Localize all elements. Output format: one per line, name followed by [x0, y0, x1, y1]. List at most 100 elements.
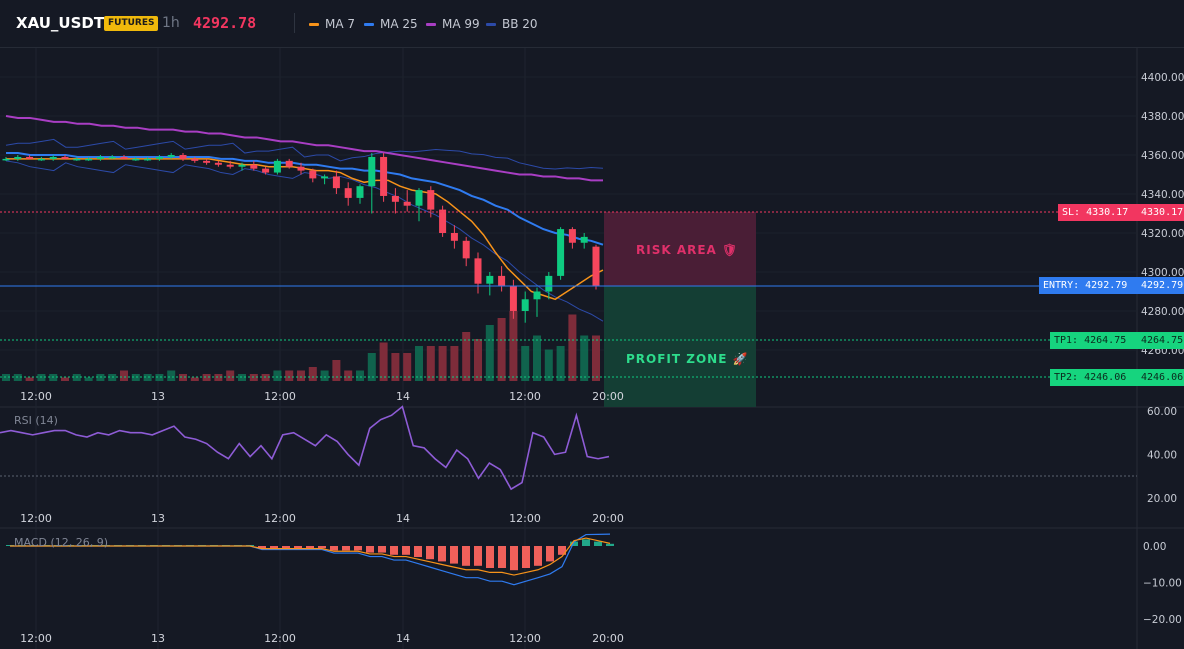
time-tick-label: 12:00	[509, 632, 541, 645]
time-tick-label: 12:00	[509, 512, 541, 525]
header-divider	[294, 13, 295, 33]
legend-swatch-icon	[426, 22, 436, 26]
candle-body	[120, 156, 128, 159]
candle-body	[474, 258, 482, 284]
candle-body	[332, 176, 340, 189]
macd-hist-bar	[606, 543, 614, 546]
volume-bar	[143, 374, 152, 381]
candle-body	[557, 229, 565, 276]
candle-body	[391, 195, 399, 202]
volume-bar	[190, 377, 199, 381]
volume-bar	[391, 353, 400, 381]
candle-body	[486, 275, 494, 284]
macd-hist-bar	[474, 546, 482, 566]
candle-body	[262, 168, 270, 173]
candle-body	[26, 156, 34, 159]
time-tick-label: 12:00	[509, 390, 541, 403]
macd-hist-bar	[462, 546, 470, 566]
legend-label: BB 20	[502, 17, 538, 31]
entry-axis-tag: 4292.79	[1137, 277, 1184, 294]
volume-bar	[226, 370, 235, 381]
candle-body	[509, 285, 517, 311]
take-profit-2-tag[interactable]: TP2: 4246.06	[1050, 369, 1137, 386]
candle-body	[179, 155, 187, 159]
macd-hist-bar	[510, 546, 518, 571]
macd-histogram	[6, 533, 614, 586]
volume-bar	[320, 370, 329, 381]
candle-body	[132, 158, 140, 161]
volume-bar	[426, 346, 435, 381]
volume-bar	[297, 370, 305, 381]
volume-bar	[462, 332, 471, 381]
rsi-line	[0, 405, 610, 491]
volume-bar	[592, 335, 600, 381]
volume-bar	[485, 325, 494, 381]
macd-hist-bar	[450, 546, 458, 564]
volume-bar	[497, 318, 506, 381]
chart-header: XAU_USDT FUTURES 1h 4292.78 MA 7 MA 25 M…	[0, 0, 1184, 48]
bb-upper-line	[5, 138, 604, 170]
macd-hist-bar	[558, 546, 566, 555]
volume-bar	[273, 370, 282, 381]
profit-zone-label: PROFIT ZONE 🚀	[626, 352, 749, 366]
macd-tick-label: 0.00	[1143, 541, 1166, 553]
macd-hist-bar	[402, 546, 410, 555]
time-tick-label: 12:00	[264, 632, 296, 645]
macd-title[interactable]: MACD (12, 26, 9)	[14, 536, 109, 549]
time-tick-label: 14	[396, 632, 410, 645]
volume-bar	[438, 346, 447, 381]
take-profit-1-tag[interactable]: TP1: 4264.75	[1050, 332, 1137, 349]
candle-body	[592, 246, 600, 286]
candle-body	[521, 299, 529, 311]
macd-hist-bar	[306, 546, 314, 549]
candle-body	[545, 275, 553, 292]
macd-hist-bar	[522, 546, 530, 568]
volume-bar	[450, 346, 459, 381]
macd-tick-label: −10.00	[1143, 578, 1182, 590]
legend-label: MA 7	[325, 17, 356, 31]
interval-selector[interactable]: 1h	[162, 15, 180, 31]
macd-hist-bar	[438, 546, 446, 562]
candle-body	[49, 156, 57, 159]
macd-hist-bar	[486, 546, 494, 568]
candle-body	[2, 158, 10, 161]
legend-ma7[interactable]: MA 7	[309, 16, 355, 32]
candle-body	[533, 291, 541, 300]
time-axis[interactable]: 12:00 13 12:00 14 12:00 20:00 12:00 13 12:00 14 12…	[20, 390, 624, 645]
legend-swatch-icon	[486, 22, 496, 26]
candle-body	[226, 164, 234, 167]
macd-hist-bar	[582, 539, 590, 546]
macd-hist-bar	[330, 546, 338, 551]
legend-bb20[interactable]: BB 20	[486, 16, 538, 32]
volume-bar	[131, 374, 140, 381]
volume-bar	[214, 374, 223, 381]
candle-body	[108, 156, 116, 159]
candle-body	[167, 155, 175, 157]
legend-ma25[interactable]: MA 25	[364, 16, 418, 32]
macd-hist-bar	[534, 546, 542, 566]
volume-bar	[285, 370, 294, 381]
stop-loss-tag[interactable]: SL: 4330.17	[1058, 204, 1137, 221]
macd-hist-bar	[546, 546, 554, 562]
entry-tag[interactable]: ENTRY: 4292.79	[1039, 277, 1137, 294]
macd-hist-bar	[414, 546, 422, 557]
price-tick-label: 4360.00	[1141, 150, 1184, 162]
profit-zone	[604, 286, 756, 407]
volume-bar	[179, 374, 187, 381]
volume-bar	[580, 335, 589, 381]
volume-bar	[533, 335, 541, 381]
candle-body	[73, 158, 81, 161]
symbol-name[interactable]: XAU_USDT	[16, 14, 105, 32]
legend-ma99[interactable]: MA 99	[426, 16, 480, 32]
price-tick-label: 4300.00	[1141, 267, 1184, 279]
price-axis[interactable]: 4400.00 4380.00 4360.00 4340.00 4320.00 4300.…	[1141, 72, 1184, 357]
candle-body	[356, 186, 364, 198]
macd-hist-bar	[294, 546, 302, 549]
candle-body	[297, 166, 305, 171]
price-tick-label: 4280.00	[1141, 306, 1184, 318]
volume-bar	[356, 370, 364, 381]
risk-area-label: RISK AREA 🛡	[636, 243, 739, 257]
rsi-title[interactable]: RSI (14)	[14, 414, 58, 427]
candle-body	[568, 229, 576, 243]
